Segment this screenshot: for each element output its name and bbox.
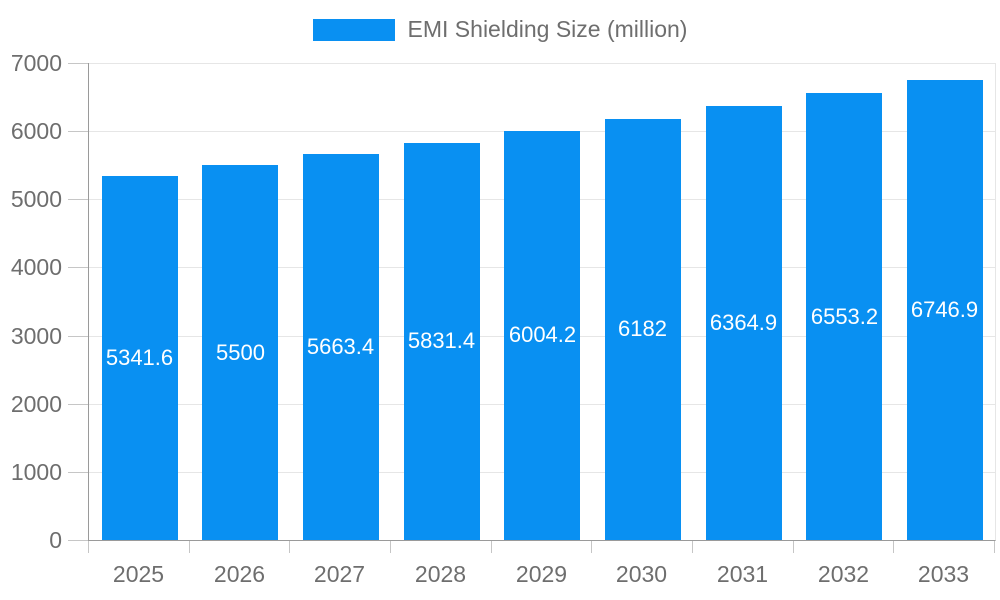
bar-value-label: 5341.6 bbox=[105, 345, 174, 370]
x-axis-tick bbox=[189, 541, 190, 553]
y-axis-tick bbox=[68, 199, 88, 200]
y-axis-label: 6000 bbox=[10, 118, 62, 144]
x-axis-label: 2027 bbox=[313, 561, 366, 587]
x-axis-label: 2029 bbox=[515, 561, 568, 587]
bar-2025[interactable] bbox=[102, 176, 178, 540]
x-axis-tick bbox=[793, 541, 794, 553]
x-axis-label: 2031 bbox=[716, 561, 769, 587]
x-axis-tick bbox=[893, 541, 894, 553]
plot-area: 5341.6 5500 5663.4 5831.4 6004.2 6182 6364.9 65… bbox=[88, 63, 996, 541]
y-axis-tick bbox=[68, 267, 88, 268]
x-axis-tick bbox=[390, 541, 391, 553]
bar-value-label: 6004.2 bbox=[508, 322, 577, 347]
y-axis-tick bbox=[68, 540, 88, 541]
x-axis-tick bbox=[88, 541, 89, 553]
bar-2029[interactable] bbox=[504, 131, 580, 540]
gridline bbox=[89, 63, 995, 64]
bar-value-label: 5831.4 bbox=[407, 328, 476, 353]
legend: EMI Shielding Size (million) bbox=[0, 16, 1000, 43]
x-axis-tick bbox=[591, 541, 592, 553]
y-axis-label: 4000 bbox=[10, 254, 62, 280]
y-axis-tick bbox=[68, 131, 88, 132]
x-axis-label: 2030 bbox=[615, 561, 668, 587]
x-axis-label: 2033 bbox=[917, 561, 970, 587]
x-axis-tick bbox=[994, 541, 995, 553]
x-axis-tick bbox=[491, 541, 492, 553]
bar-2026[interactable] bbox=[202, 165, 278, 540]
legend-swatch bbox=[312, 18, 395, 41]
y-axis-label: 5000 bbox=[10, 186, 62, 212]
y-axis-label: 0 bbox=[49, 527, 62, 553]
bar-2032[interactable] bbox=[806, 93, 882, 540]
x-axis-label: 2028 bbox=[414, 561, 467, 587]
y-axis-label: 3000 bbox=[10, 323, 62, 349]
x-axis-tick bbox=[289, 541, 290, 553]
bar-value-label: 5663.4 bbox=[306, 334, 375, 359]
x-axis-label: 2032 bbox=[817, 561, 870, 587]
bar-value-label: 6746.9 bbox=[910, 297, 979, 322]
bar-value-label: 6364.9 bbox=[709, 310, 778, 335]
x-axis-label: 2025 bbox=[112, 561, 165, 587]
bar-2031[interactable] bbox=[706, 106, 782, 540]
y-axis-tick bbox=[68, 63, 88, 64]
y-axis-label: 2000 bbox=[10, 391, 62, 417]
y-axis-tick bbox=[68, 472, 88, 473]
bar-value-label: 5500 bbox=[216, 340, 265, 365]
bar-2028[interactable] bbox=[404, 143, 480, 540]
x-axis-label: 2026 bbox=[213, 561, 266, 587]
bar-2027[interactable] bbox=[303, 154, 379, 540]
y-axis-tick bbox=[68, 404, 88, 405]
bar-value-label: 6553.2 bbox=[810, 304, 879, 329]
legend-label: EMI Shielding Size (million) bbox=[407, 16, 688, 42]
y-axis-label: 7000 bbox=[10, 50, 62, 76]
bar-value-label: 6182 bbox=[618, 316, 667, 341]
bar-2030[interactable] bbox=[605, 119, 681, 540]
x-axis-tick bbox=[692, 541, 693, 553]
bar-2033[interactable] bbox=[907, 80, 983, 540]
y-axis-tick bbox=[68, 336, 88, 337]
y-axis-label: 1000 bbox=[10, 459, 62, 485]
